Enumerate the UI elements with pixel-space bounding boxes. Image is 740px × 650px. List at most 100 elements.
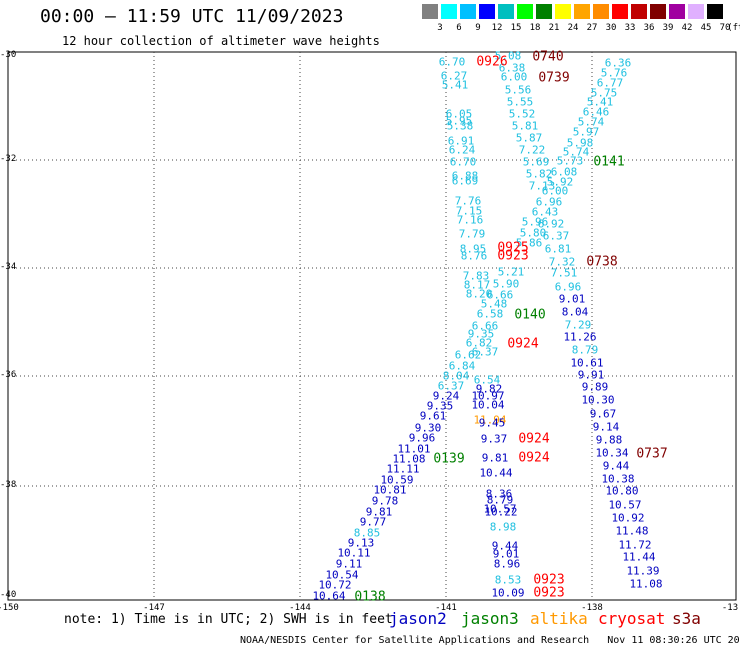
- wave-height-value: 9.13: [347, 536, 375, 550]
- wave-height-value: 6.46: [582, 105, 610, 119]
- wave-height-value: 5.48: [480, 297, 508, 311]
- wave-height-value: 8.79: [571, 343, 599, 357]
- wave-height-value: 10.57: [608, 498, 642, 512]
- wave-height-value: 6.82: [465, 336, 493, 350]
- wave-height-value: 10.61: [570, 356, 604, 370]
- wave-height-value: 9.14: [592, 420, 620, 434]
- wave-height-value: 9.35: [467, 327, 495, 341]
- wave-height-value: 5.75: [590, 86, 618, 100]
- colorbar-swatch: [555, 4, 571, 19]
- wave-height-value: 10.92: [611, 511, 645, 525]
- note-text: note: 1) Time is in UTC; 2) SWH is in fe…: [64, 612, 393, 627]
- colorbar-swatch: [441, 4, 457, 19]
- wave-height-value: 6.70: [438, 55, 466, 69]
- wave-height-value: 5.81: [511, 119, 539, 133]
- wave-height-value: 6.43: [531, 205, 559, 219]
- colorbar-swatch: [460, 4, 476, 19]
- latitude-label: -30: [0, 50, 17, 60]
- colorbar-swatch: [422, 4, 438, 19]
- wave-height-value: 9.61: [419, 409, 447, 423]
- wave-height-value: 5.74: [562, 145, 590, 159]
- wave-height-value: 9.01: [558, 292, 586, 306]
- wave-height-value: 10.54: [325, 568, 359, 582]
- wave-height-value: 6.91: [447, 134, 475, 148]
- wave-height-value: 10.04: [471, 398, 505, 412]
- wave-height-value: 5.52: [508, 107, 536, 121]
- wave-height-value: 5.21: [497, 265, 525, 279]
- wave-height-value: 8.20: [465, 287, 493, 301]
- colorbar-swatch: [574, 4, 590, 19]
- wave-height-value: 6.81: [544, 242, 572, 256]
- colorbar-swatch: [536, 4, 552, 19]
- wave-height-value: 7.32: [548, 255, 576, 269]
- longitude-label: -150: [0, 603, 19, 613]
- wave-height-value: 5.38: [446, 119, 474, 133]
- wave-height-value: 7.83: [462, 269, 490, 283]
- colorbar-label: 70: [719, 23, 731, 33]
- wave-height-value: 5.97: [572, 125, 600, 139]
- colorbar-label: 33: [624, 23, 636, 33]
- wave-height-value: 10.34: [595, 446, 629, 460]
- colorbar-swatch: [669, 4, 685, 19]
- wave-height-value: 11.44: [622, 550, 656, 564]
- wave-height-value: 6.69: [451, 174, 479, 188]
- wave-height-value: 6.84: [448, 359, 476, 373]
- wave-height-value: 9.30: [414, 421, 442, 435]
- pass-time-label: 0140: [514, 307, 546, 323]
- pass-time-label: 0141: [593, 154, 625, 170]
- longitude-label: -144: [289, 603, 311, 613]
- wave-height-value: 8.04: [442, 369, 470, 383]
- colorbar-label: 42: [681, 23, 693, 33]
- colorbar-swatch: [707, 4, 723, 19]
- wave-height-value: 6.66: [486, 288, 514, 302]
- wave-height-value: 5.41: [441, 78, 469, 92]
- chart-subtitle: 12 hour collection of altimeter wave hei…: [62, 34, 380, 48]
- wave-height-value: 8.36: [485, 487, 513, 501]
- wave-height-value: 6.00: [500, 70, 528, 84]
- latitude-label: -36: [0, 370, 17, 380]
- pass-time-label: 0924: [507, 336, 539, 352]
- wave-height-value: 5.56: [504, 83, 532, 97]
- wave-height-value: 11.39: [626, 564, 660, 578]
- pass-time-label: 0924: [518, 431, 550, 447]
- wave-height-value: 9.81: [481, 451, 509, 465]
- legend-jason2: jason2: [389, 609, 447, 628]
- wave-height-value: 9.77: [359, 515, 387, 529]
- wave-height-value: 9.67: [589, 407, 617, 421]
- legend-jason3: jason3: [461, 609, 519, 628]
- wave-height-value: 9.37: [480, 432, 508, 446]
- wave-height-value: 6.36: [604, 56, 632, 70]
- colorbar-label: 18: [529, 23, 541, 33]
- wave-height-value: 10.97: [471, 389, 505, 403]
- latitude-label: -32: [0, 154, 17, 164]
- wave-height-value: 9.96: [408, 431, 436, 445]
- wave-height-value: 10.38: [601, 472, 635, 486]
- chart-title: 00:00 – 11:59 UTC 11/09/2023: [40, 6, 344, 27]
- wave-height-value: 5.82: [525, 167, 553, 181]
- colorbar-label: 3: [437, 23, 443, 33]
- wave-height-value: 10.09: [491, 586, 525, 600]
- wave-height-value: 9.35: [426, 399, 454, 413]
- colorbar-label: 12: [491, 23, 503, 33]
- wave-height-value: 9.11: [335, 557, 363, 571]
- wave-height-value: 10.64: [312, 589, 346, 603]
- wave-height-value: 6.77: [596, 76, 624, 90]
- wave-height-value: 9.44: [491, 539, 519, 553]
- colorbar-swatch: [479, 4, 495, 19]
- wave-height-value: 11.94: [473, 413, 507, 427]
- wave-height-value: 5.55: [506, 95, 534, 109]
- wave-height-value: 10.22: [484, 505, 518, 519]
- wave-height-value: 6.37: [542, 229, 570, 243]
- wave-height-value: 6.08: [550, 165, 578, 179]
- wave-height-value: 10.59: [380, 473, 414, 487]
- latitude-label: -34: [0, 262, 17, 272]
- wave-height-value: 5.90: [492, 277, 520, 291]
- wave-height-value: 6.38: [498, 61, 526, 75]
- colorbar-unit: (ft): [727, 23, 740, 33]
- wave-height-value: 8.95: [459, 242, 487, 256]
- wave-height-value: 7.79: [458, 227, 486, 241]
- colorbar-swatch: [517, 4, 533, 19]
- pass-time-label: 0138: [354, 589, 386, 605]
- colorbar-swatch: [650, 4, 666, 19]
